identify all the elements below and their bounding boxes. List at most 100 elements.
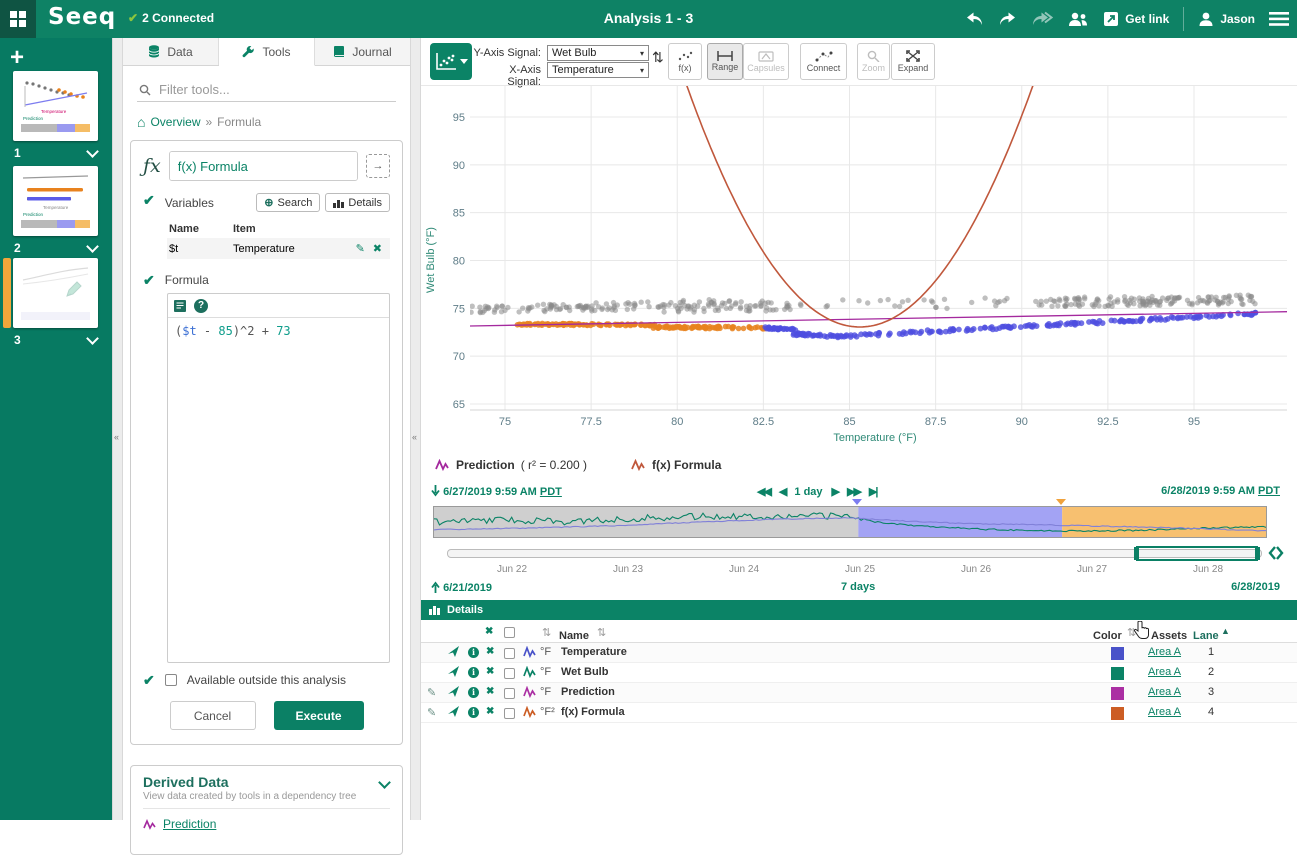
sort-icon[interactable]: ⇅ [542,627,552,639]
worksheet-1-menu-chevron[interactable] [86,146,98,158]
prediction-link[interactable]: Prediction [163,817,217,831]
selection-left-handle[interactable] [1133,547,1139,560]
app-grid-button[interactable] [0,0,36,38]
add-worksheet-button[interactable]: + [10,44,25,71]
breadcrumb-overview-link[interactable]: Overview [150,115,201,129]
row-checkbox[interactable] [504,668,515,679]
asset-link[interactable]: Area A [1148,686,1182,698]
range-button[interactable]: Range [707,43,743,80]
step-to-end-button[interactable]: ▶| [868,486,878,498]
select-all-checkbox[interactable] [504,627,515,638]
item-color-swatch[interactable] [1111,667,1124,680]
asset-link[interactable]: Area A [1148,646,1182,658]
asset-link[interactable]: Area A [1148,706,1182,718]
edit-item-icon[interactable]: ✎ [427,687,437,699]
document-lines-icon[interactable] [174,299,186,312]
variable-details-button[interactable]: Details [325,193,390,212]
tool-name-input[interactable] [169,152,357,180]
collapse-worksheet-panel-handle[interactable]: « [112,38,123,820]
formula-help-icon[interactable]: ? [194,298,208,313]
legend-item[interactable]: Prediction( r² = 0.200 ) [435,458,587,472]
fx-overlay-button[interactable]: f(x) [668,43,702,80]
investigate-range-end[interactable]: 6/28/2019 [1231,581,1280,593]
available-outside-checkbox[interactable] [164,674,177,686]
overview-capsule-strip[interactable] [433,506,1267,538]
collapse-tools-panel-handle[interactable]: « [410,38,421,820]
display-range-end[interactable]: 6/28/2019 9:59 AM PDT [1161,485,1280,497]
remove-item-icon[interactable]: ✖ [486,706,495,717]
send-to-trend-icon[interactable] [448,646,460,661]
capsule-boundary-marker[interactable] [1056,499,1067,505]
item-info-icon[interactable]: i [468,666,479,678]
item-color-swatch[interactable] [1111,647,1124,660]
details-panel-header[interactable]: Details [421,600,1297,620]
hamburger-menu[interactable] [1269,12,1289,26]
step-back-button[interactable]: ◀ [778,486,788,498]
item-info-icon[interactable]: i [468,646,479,658]
worksheet-thumbnail-2[interactable]: Temperature Prediction [13,166,98,236]
item-info-icon[interactable]: i [468,706,479,718]
remove-all-icon[interactable]: ✖ [485,626,494,637]
step-back-fast-button[interactable]: ◀◀ [757,486,772,498]
get-link-button[interactable]: Get link [1103,11,1169,27]
formula-code-editor[interactable]: ($t - 85)^2 + 73 [168,318,389,662]
step-forward-fast-button[interactable]: ▶▶ [847,486,862,498]
variable-search-button[interactable]: ⊕ Search [256,193,321,212]
edit-variable-icon[interactable]: ✎ [355,243,365,255]
item-color-swatch[interactable] [1111,687,1124,700]
jump-to-now-button[interactable] [1268,546,1284,565]
remove-variable-icon[interactable]: ✖ [372,243,382,255]
redo-button[interactable] [998,11,1017,27]
redo-all-button[interactable] [1031,11,1054,27]
worksheet-3-menu-chevron[interactable] [86,333,98,345]
send-to-trend-icon[interactable] [448,706,460,721]
agents-connected-status[interactable]: ✔ 2 Connected [128,11,215,25]
remove-item-icon[interactable]: ✖ [486,666,495,677]
tab-tools[interactable]: Tools [219,38,315,66]
cancel-button[interactable]: Cancel [169,701,256,730]
user-menu[interactable]: Jason [1198,11,1255,27]
y-axis-signal-select[interactable]: Wet Bulb ▾ [547,45,649,61]
row-checkbox[interactable] [504,708,515,719]
display-range-start[interactable]: 6/27/2019 9:59 AM PDT [431,485,562,498]
row-checkbox[interactable] [504,648,515,659]
connect-button[interactable]: Connect [800,43,847,80]
send-to-trend-icon[interactable] [448,666,460,681]
sort-icon[interactable]: ⇅ [1127,627,1137,639]
investigate-range-duration[interactable]: 7 days [841,581,876,593]
x-axis-signal-select[interactable]: Temperature ▾ [547,62,649,78]
worksheet-thumbnail-3[interactable] [13,258,98,328]
remove-item-icon[interactable]: ✖ [486,646,495,657]
expand-button[interactable]: Expand [891,43,935,80]
edit-item-icon[interactable]: ✎ [427,707,437,719]
item-info-icon[interactable]: i [468,686,479,698]
step-size-label[interactable]: 1 day [794,485,823,498]
step-forward-button[interactable]: ▶ [831,486,841,498]
investigate-range-start[interactable]: 6/21/2019 [431,581,492,594]
swap-axes-button[interactable]: ⇅ [652,49,664,65]
sort-asc-icon[interactable]: ▲ [1221,626,1230,636]
filter-tools-search[interactable]: Filter tools... [137,78,396,102]
tab-data[interactable]: Data [123,38,219,65]
seeq-logo[interactable]: Seeq [48,4,117,30]
timeline-selection[interactable] [1133,546,1260,561]
derived-data-collapse-chevron[interactable] [380,778,390,788]
scatter-plot[interactable]: 65 70 75 80 85 90 95 75 77.5 80 82.5 85 87.5 90 92.5 95… [421,84,1297,448]
execute-button[interactable]: Execute [273,701,364,730]
item-color-swatch[interactable] [1111,707,1124,720]
worksheet-2-menu-chevron[interactable] [86,241,98,253]
move-to-panel-button[interactable]: → [366,154,390,178]
sort-icon[interactable]: ⇅ [597,627,607,639]
tab-journal[interactable]: Journal [315,38,410,65]
asset-link[interactable]: Area A [1148,666,1182,678]
selection-right-handle[interactable] [1254,547,1260,560]
timeline-slider-track[interactable] [447,546,1262,561]
send-to-trend-icon[interactable] [448,686,460,701]
home-icon[interactable]: ⌂ [137,114,146,130]
chart-type-dropdown-button[interactable] [430,43,472,80]
remove-item-icon[interactable]: ✖ [486,686,495,697]
undo-button[interactable] [965,11,984,27]
worksheet-thumbnail-1[interactable]: Temperature Prediction [13,71,98,141]
capsule-boundary-marker[interactable] [852,499,863,505]
collaborators-button[interactable] [1067,11,1089,27]
